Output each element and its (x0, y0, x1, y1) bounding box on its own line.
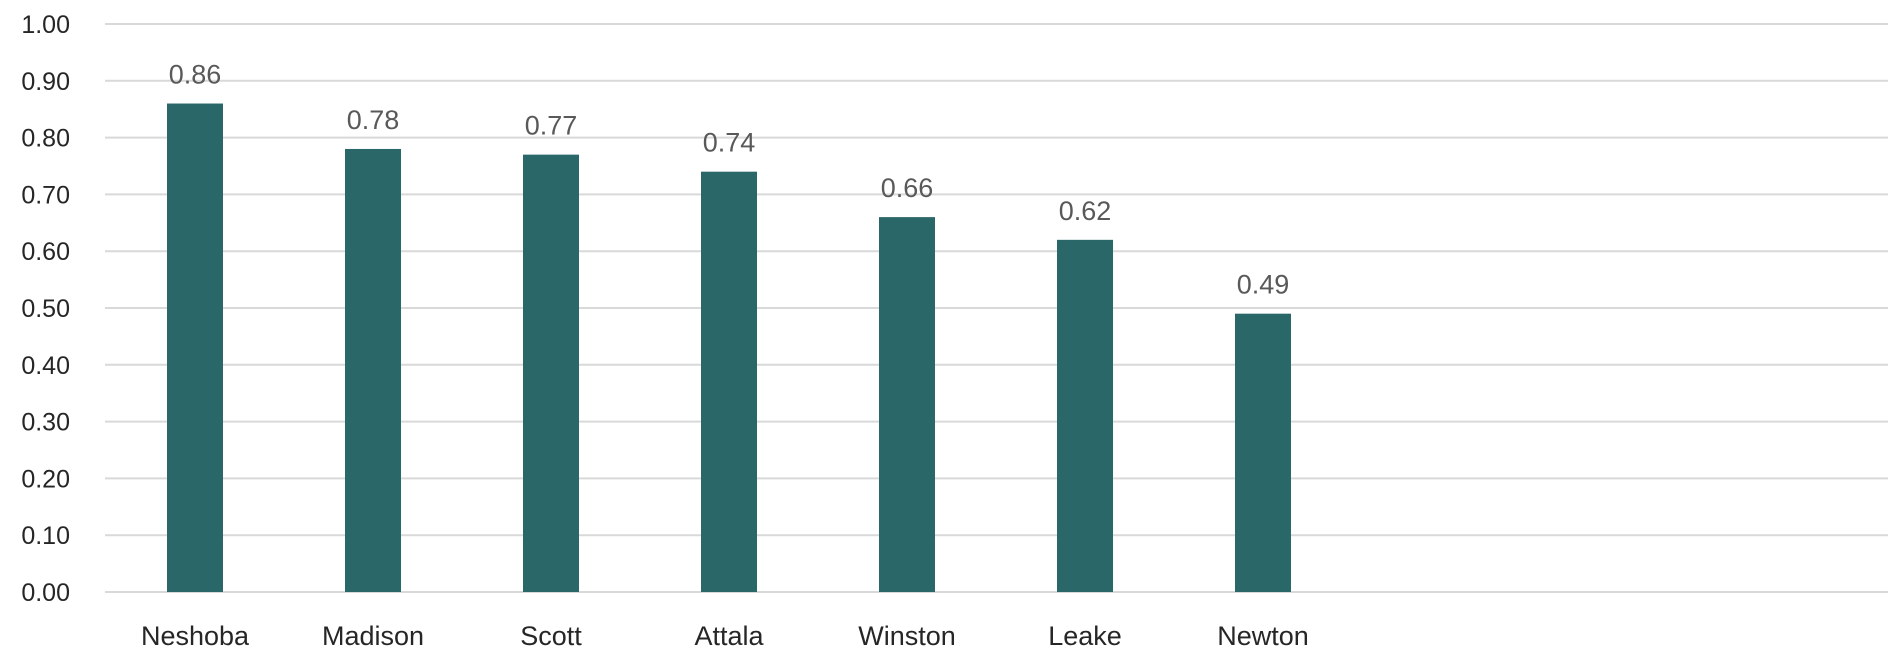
y-tick-label: 1.00 (21, 11, 70, 39)
data-labels: 0.86 0.78 0.77 0.74 0.66 0.62 0.49 (169, 60, 1290, 300)
data-label: 0.49 (1237, 270, 1290, 300)
y-tick-label: 0.00 (21, 579, 70, 607)
data-label: 0.77 (525, 111, 578, 141)
data-label: 0.78 (347, 105, 400, 135)
bar (1235, 313, 1291, 592)
y-tick-label: 0.10 (21, 522, 70, 550)
bar (701, 171, 757, 592)
y-tick-label: 0.90 (21, 68, 70, 96)
gridlines (105, 23, 1888, 593)
data-label: 0.74 (703, 128, 756, 158)
y-tick-label: 0.50 (21, 295, 70, 323)
bar (523, 154, 579, 592)
category-label: Scott (520, 621, 582, 650)
category-label: Winston (858, 621, 956, 650)
data-label: 0.86 (169, 60, 222, 90)
category-label: Newton (1217, 621, 1309, 650)
y-axis-tick-labels: 0.00 0.10 0.20 0.30 0.40 0.50 0.60 0.70 0.80 0.90… (21, 11, 70, 607)
y-tick-label: 0.80 (21, 125, 70, 153)
bar (345, 148, 401, 592)
bar (879, 217, 935, 592)
y-tick-label: 0.60 (21, 238, 70, 266)
data-label: 0.66 (881, 173, 934, 203)
x-axis-category-labels: Neshoba Madison Scott Attala Winston Leake New… (141, 621, 1309, 650)
bar (1057, 239, 1113, 592)
category-label: Leake (1048, 621, 1122, 650)
y-tick-label: 0.30 (21, 409, 70, 437)
y-tick-label: 0.20 (21, 465, 70, 493)
data-label: 0.62 (1059, 196, 1112, 226)
category-label: Neshoba (141, 621, 250, 650)
bars (167, 103, 1291, 593)
category-label: Madison (322, 621, 424, 650)
category-label: Attala (694, 621, 764, 650)
y-tick-label: 0.70 (21, 181, 70, 209)
y-tick-label: 0.40 (21, 352, 70, 380)
bar (167, 103, 223, 593)
